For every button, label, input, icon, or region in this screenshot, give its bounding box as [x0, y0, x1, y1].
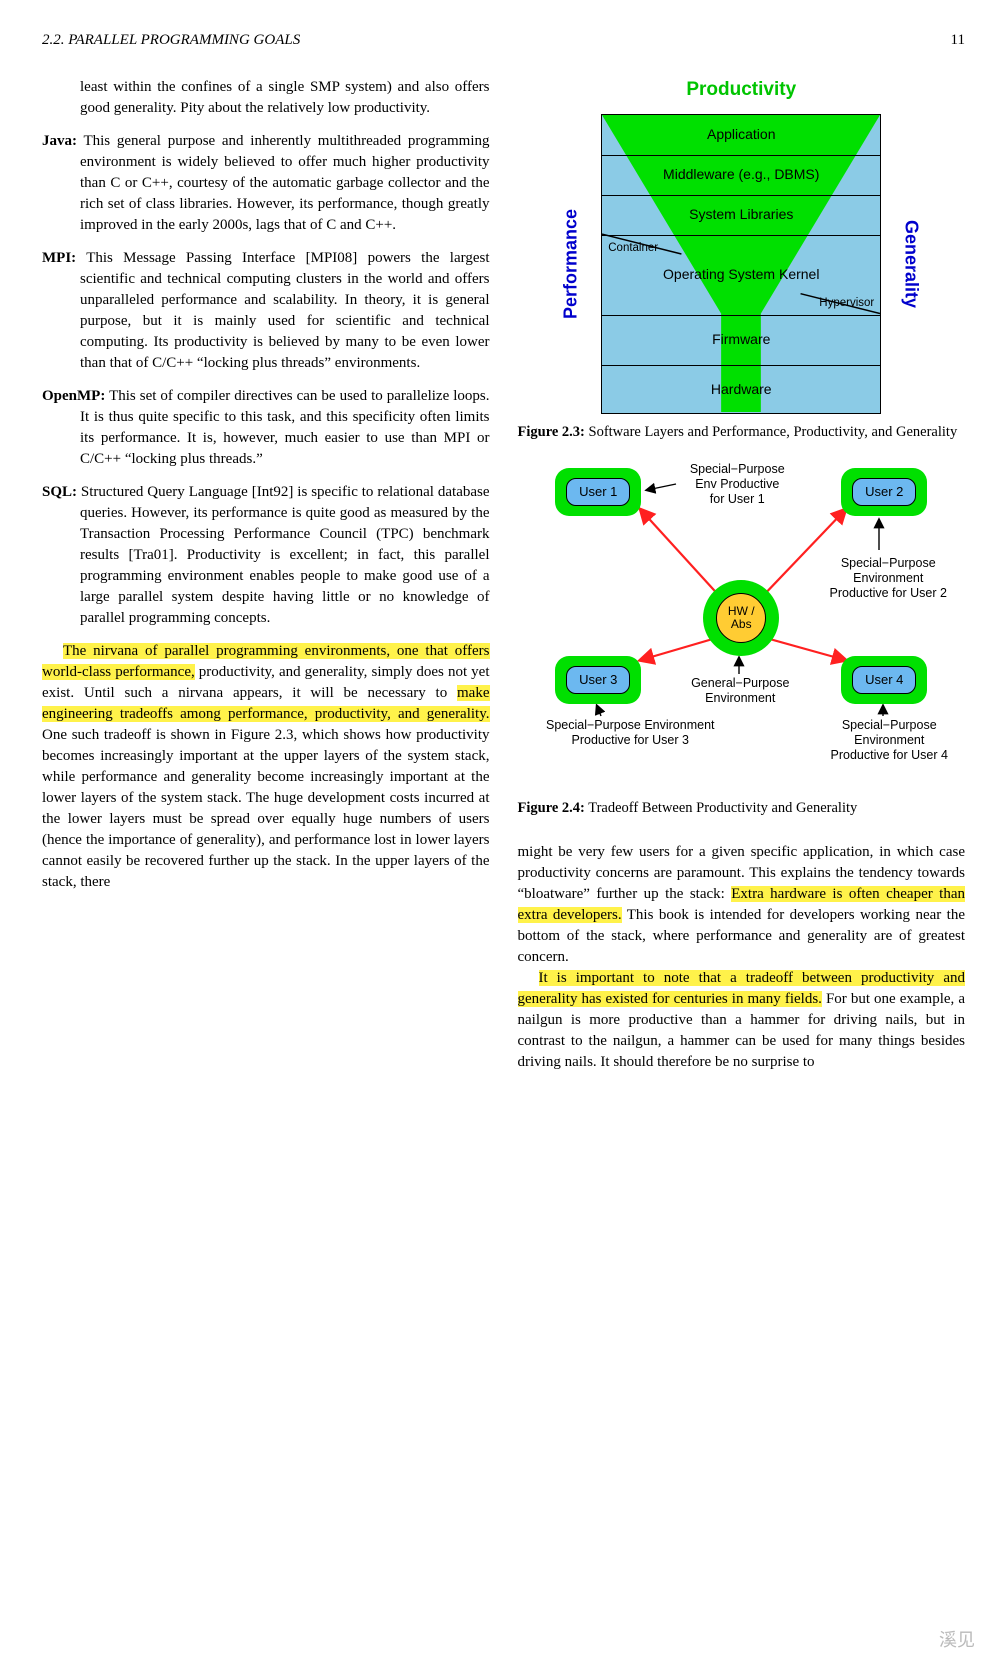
fig23-layer: Middleware (e.g., DBMS): [602, 155, 880, 195]
fig23-stack: Application Middleware (e.g., DBMS) System…: [601, 114, 881, 414]
definition-sql: SQL: Structured Query Language [Int92] i…: [42, 482, 490, 629]
fig23-layer: Application: [602, 115, 880, 155]
figure-2-4: User 1 User 2 User 3 User 4 HW /Abs Special…: [531, 460, 951, 790]
fig23-generality-label: Generality: [899, 220, 924, 308]
term-java: Java:: [42, 133, 77, 149]
two-column-layout: least within the confines of a single SM…: [42, 77, 965, 1073]
right-column: Productivity Application Middleware (e.g.…: [518, 77, 966, 1073]
left-column: least within the confines of a single SM…: [42, 77, 490, 1073]
fig24-user-label: User 2: [852, 478, 916, 506]
term-openmp: OpenMP:: [42, 388, 105, 404]
definition-mpi: MPI: This Message Passing Interface [MPI…: [42, 248, 490, 374]
intro-continuation: least within the confines of a single SM…: [80, 77, 490, 119]
fig23-layer-label: Hardware: [711, 380, 772, 400]
fig24-user-label: User 4: [852, 666, 916, 694]
fig24-annotation: Special−PurposeEnvironmentProductive for…: [813, 556, 963, 601]
fig23-layer-label: System Libraries: [689, 205, 793, 225]
page-header: 2.2. PARALLEL PROGRAMMING GOALS 11: [42, 30, 965, 51]
fig23-layer-label: Middleware (e.g., DBMS): [663, 165, 819, 185]
desc-java: This general purpose and inherently mult…: [80, 133, 490, 233]
fig24-user-pod: User 1: [555, 468, 641, 516]
watermark: 溪见: [939, 1628, 975, 1653]
fig23-layer-label: Firmware: [712, 330, 770, 350]
fig23-layer: System Libraries: [602, 195, 880, 235]
fig24-annotation: General−PurposeEnvironment: [675, 676, 805, 706]
fig23-layer: Firmware: [602, 315, 880, 365]
definition-java: Java: This general purpose and inherentl…: [42, 131, 490, 236]
fig23-sublabel-container: Container: [608, 240, 658, 256]
fig23-caption: Figure 2.3: Software Layers and Performa…: [518, 422, 966, 442]
fig24-annotation: Special−PurposeEnvironmentProductive for…: [809, 718, 969, 763]
fig24-annotation: Special−Purpose EnvironmentProductive fo…: [525, 718, 735, 748]
fig24-user-pod: User 4: [841, 656, 927, 704]
fig24-user-label: User 3: [566, 666, 630, 694]
right-para-2: It is important to note that a tradeoff …: [518, 968, 966, 1073]
fig23-layer: Hardware: [602, 365, 880, 414]
fig24-user-label: User 1: [566, 478, 630, 506]
desc-sql: Structured Query Language [Int92] is spe…: [80, 484, 490, 626]
left-para-nirvana: The nirvana of parallel programming envi…: [42, 641, 490, 893]
section-title: 2.2. PARALLEL PROGRAMMING GOALS: [42, 30, 300, 51]
term-mpi: MPI:: [42, 250, 76, 266]
term-sql: SQL:: [42, 484, 77, 500]
fig24-caption: Figure 2.4: Tradeoff Between Productivit…: [518, 798, 966, 818]
fig23-top-label: Productivity: [551, 77, 931, 104]
desc-mpi: This Message Passing Interface [MPI08] p…: [80, 250, 490, 371]
fig23-layer-label: Operating System Kernel: [663, 265, 819, 285]
fig23-layer: Operating System Kernel Container Hypervis…: [602, 235, 880, 315]
page-number: 11: [951, 30, 965, 51]
definition-openmp: OpenMP: This set of compiler directives …: [42, 386, 490, 470]
figure-2-3: Productivity Application Middleware (e.g.…: [551, 77, 931, 414]
fig24-user-pod: User 3: [555, 656, 641, 704]
fig24-hub-label: HW /Abs: [716, 593, 766, 643]
right-para-1: might be very few users for a given spec…: [518, 842, 966, 968]
fig23-performance-label: Performance: [559, 209, 584, 319]
desc-openmp: This set of compiler directives can be u…: [80, 388, 490, 467]
fig23-sublabel-hypervisor: Hypervisor: [819, 295, 874, 311]
fig24-hub: HW /Abs: [703, 580, 779, 656]
fig24-annotation: Special−PurposeEnv Productivefor User 1: [677, 462, 797, 507]
fig23-layer-label: Application: [707, 125, 776, 145]
fig24-user-pod: User 2: [841, 468, 927, 516]
